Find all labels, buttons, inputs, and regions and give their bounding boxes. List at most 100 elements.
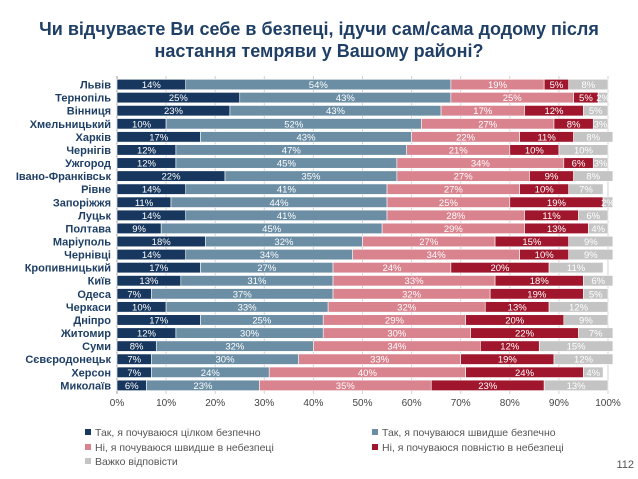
data-label: 28% [446,211,466,222]
legend-swatch [372,429,378,435]
legend-swatch [85,458,91,464]
bars-layer: 14% 54% 19% 5% 8%25% 43% 25% 5% 2%23% 43% 17% 12% 5%… [116,78,615,392]
data-label: 17% [149,132,169,143]
category-label: Кропивницький [25,263,111,275]
data-label: 10% [525,145,545,156]
data-label: 9% [584,250,598,261]
data-label: 12% [137,145,157,156]
category-label: Львів [80,80,111,92]
x-tick-label: 50% [352,398,372,409]
data-label: 11% [567,263,586,274]
data-label: 8% [586,172,600,183]
data-label: 29% [385,315,405,326]
x-tick-label: 70% [451,398,471,409]
data-label: 12% [574,355,594,366]
data-label: 17% [149,315,169,326]
x-tick-label: 0% [110,398,125,409]
x-tick-label: 80% [500,398,520,409]
bar-segment [558,144,609,156]
x-tick-label: 60% [402,398,422,409]
data-label: 14% [142,211,162,222]
data-label: 52% [284,119,304,130]
category-label: Тернопіль [55,93,111,105]
data-label: 9% [584,237,598,248]
data-label: 4% [591,224,605,235]
category-label: Вінниця [67,106,111,118]
data-label: 7% [589,329,603,340]
data-label: 15% [567,342,587,353]
bar-segment [573,170,614,182]
category-label: Луцьк [78,210,111,222]
data-label: 54% [309,80,329,91]
legend-swatch [85,429,91,435]
data-label: 12% [544,106,564,117]
data-label: 30% [216,355,236,366]
data-label: 34% [427,250,447,261]
data-label: 13% [567,381,587,392]
category-label: Маріуполь [53,237,111,249]
data-label: 31% [247,276,267,287]
data-label: 17% [149,263,169,274]
data-label: 3% [594,119,608,130]
data-label: 7% [127,289,141,300]
data-label: 33% [238,302,258,313]
data-label: 2% [601,198,615,209]
bar-segment [568,249,614,261]
data-label: 20% [505,315,525,326]
data-label: 6% [572,159,586,170]
bar-segment [548,301,609,313]
x-tick-label: 40% [303,398,323,409]
bar-segment [602,196,614,208]
category-label: Івано-Франківськ [16,171,112,183]
data-label: 25% [503,93,523,104]
data-label: 25% [439,198,459,209]
category-label: Миколаїв [60,380,111,392]
category-label: Рівне [81,184,111,196]
category-label: Херсон [71,367,111,379]
data-label: 7% [579,185,593,196]
category-label: Одеса [77,289,111,301]
category-label: Чернігів [66,145,111,157]
data-label: 35% [301,172,321,183]
page-number: 112 [616,459,634,471]
data-label: 27% [257,263,277,274]
category-label: Запоріжжя [53,197,111,209]
data-label: 5% [589,106,603,117]
data-label: 8% [130,342,144,353]
data-label: 17% [473,106,493,117]
data-label: 11% [537,132,556,143]
data-label: 23% [164,106,184,117]
legend-entry: Важко відповісти [95,456,178,468]
bar-segment [578,209,609,221]
x-tick-label: 20% [205,398,225,409]
bar-segment [583,275,614,287]
data-label: 8% [581,80,595,91]
category-label: Ужгород [65,158,111,170]
data-label: 20% [490,263,510,274]
bar-segment [588,222,609,234]
bar-segment [543,379,609,391]
data-label: 5% [550,80,564,91]
data-label: 44% [270,198,290,209]
data-label: 33% [405,276,425,287]
data-label: 30% [387,329,407,340]
category-label: Харків [76,132,112,144]
data-label: 14% [142,250,162,261]
category-label: Дніпро [73,315,111,327]
data-label: 8% [586,132,600,143]
data-label: 34% [471,159,491,170]
data-label: 29% [444,224,464,235]
data-label: 30% [240,329,260,340]
data-label: 15% [522,237,542,248]
bar-segment [592,118,609,130]
bar-segment [568,235,614,248]
bar-segment [553,353,614,365]
data-label: 4% [586,368,600,379]
data-label: 32% [225,342,245,353]
data-label: 33% [370,355,390,366]
data-label: 14% [142,185,162,196]
data-label: 13% [139,276,159,287]
data-label: 3% [594,159,608,170]
legend-entry: Ні, я почуваюся швидше в небезпеці [95,442,274,454]
bar-segment [583,105,609,117]
